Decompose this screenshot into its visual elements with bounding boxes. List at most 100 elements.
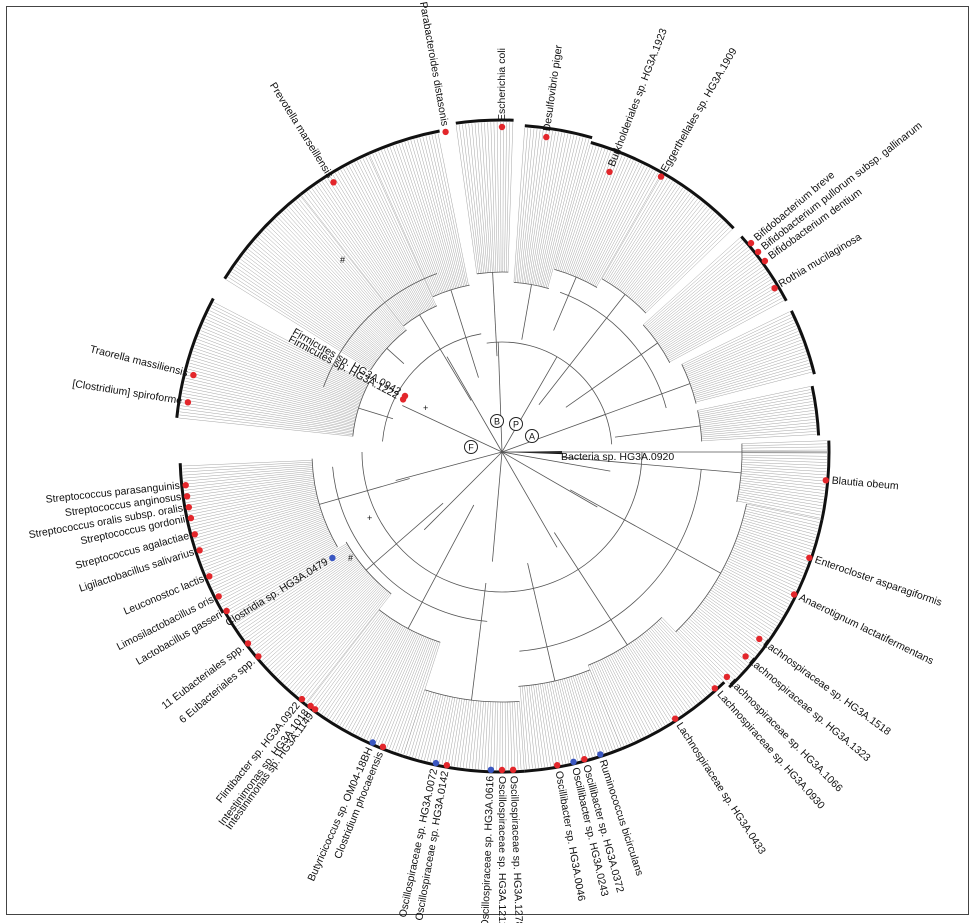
leaf-dot [196,547,203,554]
leaf-label: Burkholderiales sp. HG3A.1923 [606,27,670,169]
ring-segment [223,193,302,280]
leaf-dot [432,759,440,767]
clade-fan [455,121,514,275]
leaf-label: Bifidobacterium pullorum subsp. gallinar… [759,120,925,253]
ring-segment [810,385,821,436]
branch-arc [323,273,438,388]
figure-frame [6,6,969,915]
leaf-dot [672,715,679,722]
leaf-dot [298,695,306,703]
clade-fan [681,311,812,404]
ring-segment [590,141,664,175]
clade-marker-b: B [490,414,504,428]
clade-fan [226,196,407,371]
leaf-dot [187,514,195,522]
mark-dagger-upper: + [423,403,428,413]
ring-segment [299,151,370,196]
clade-fan [182,458,338,613]
leaf-dot [442,128,449,136]
leaf-label: Eggerthellales sp. HG3A.1909 [659,46,740,174]
leaf-dot [771,285,778,292]
leaf-dot [184,399,192,406]
leaf-dot [244,640,252,647]
clade-fan [513,127,590,289]
leaf-dot [190,371,197,379]
leaf-dot [742,653,749,660]
clade-fan [306,609,441,755]
leaf-label: Firmicutes sp. HG3A.0942 [290,326,403,398]
leaf-dot [206,573,213,580]
clade-marker-a: A [525,429,539,443]
leaf-dot [223,607,230,615]
branch-arc [361,451,643,593]
svg-text:P: P [513,420,519,430]
leaf-dot [554,762,561,769]
leaf-dot [215,593,222,600]
clade-fan [587,617,724,747]
ring-segment [662,171,735,230]
ring-segment [740,235,788,302]
svg-text:A: A [529,432,535,442]
mark-hash-lower: # [348,553,353,563]
clade-fan [227,541,392,703]
leaf-label: Lachnospiraceae sp. HG3A.0433 [674,720,768,856]
leaf-dot [255,653,262,660]
leaf-label: Oscillospiraceae sp. HG3A.1278 [508,776,525,923]
leaf-dot [401,392,409,400]
leaf-label: Blautia obeum [831,475,899,493]
ring-segment [790,310,816,375]
clade-fan [178,302,370,437]
clade-fan [697,386,817,442]
leaf-dot [307,702,314,710]
leaf-dot [597,751,604,758]
ring-segment [178,463,225,614]
leaf-dot [711,685,718,692]
clade-fan [369,133,470,298]
clade-fan [554,144,661,288]
leaf-dot [761,257,769,265]
clade-marker-f: F [464,440,478,454]
clade-fan [675,503,820,685]
branch-arc [559,291,667,409]
clade-fan [601,174,733,314]
clade-fan [736,440,828,519]
leaf-dot [570,758,577,765]
leaf-dot [498,123,506,131]
leaf-dot [185,504,192,511]
mark-hash-upper: # [340,255,345,265]
ring-segment [223,611,306,706]
ring-segment [455,118,514,125]
clade-fan [403,689,525,771]
clade-fan [301,155,438,327]
clade-fan [518,669,622,770]
leaf-label: Traorella massiliensis [89,343,189,379]
leaf-dot [329,554,336,562]
leaf-label: Escherichia coli [496,48,508,121]
leaf-dot [487,766,495,773]
clade-fan [642,237,785,363]
leaf-dot [191,531,198,538]
branch-layer [319,272,827,701]
leaf-dot-layer [182,123,829,774]
leaf-dot [790,591,798,598]
leaf-label: Enterocloster asparagiformis [813,554,943,609]
branch-arc [519,469,702,652]
root-label: Bacteria sp. HG3A.0920 [561,451,674,463]
leaf-dot [543,133,550,141]
leaf-dot [509,766,517,773]
leaf-label: Butyricicoccus sp. OM04-18BH [305,745,375,883]
leaf-dot [498,766,506,774]
leaf-dot [756,635,763,643]
leaf-fan-layer [178,121,828,771]
leaf-dot [806,554,813,561]
leaf-label: Desulfovibrio piger [541,44,565,132]
leaf-label: Oscillospiraceae sp. HG3A.0616 [479,775,496,923]
leaf-dot [747,239,755,247]
branch-arc [486,341,613,445]
leaf-dot [723,673,731,681]
leaf-dot [369,739,376,746]
leaf-dot [379,743,387,750]
leaf-label: Intestinimonas sp. HG3A.1018 [216,707,311,828]
leaf-dot [182,482,189,489]
